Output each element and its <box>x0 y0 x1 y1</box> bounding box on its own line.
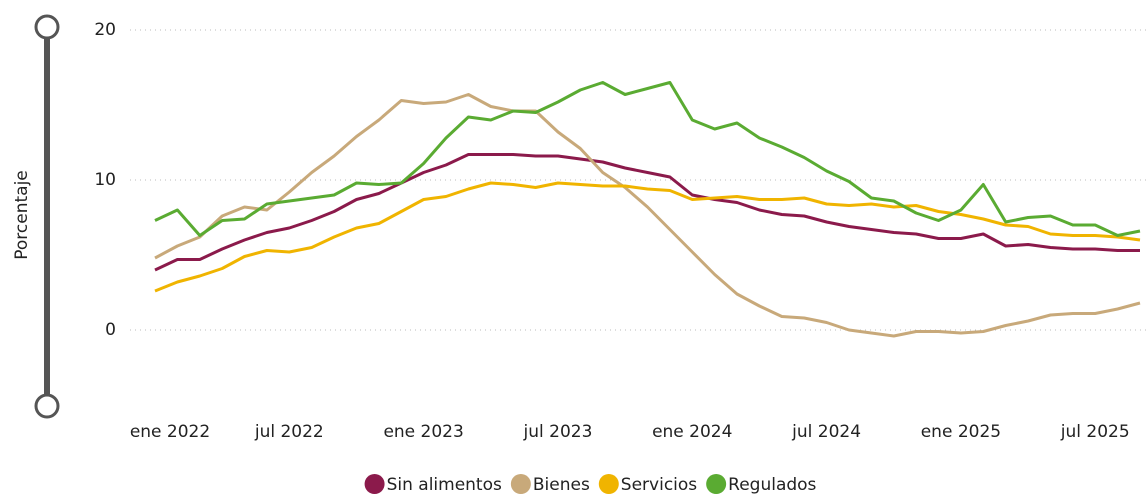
y-tick-label: 0 <box>105 320 116 340</box>
legend-label: Bienes <box>533 475 590 495</box>
series-line <box>154 93 1141 338</box>
x-tick-label: ene 2025 <box>921 422 1001 442</box>
legend-item: Regulados <box>706 474 817 495</box>
legend-item: Sin alimentos <box>364 474 502 495</box>
legend-label: Regulados <box>728 475 816 495</box>
x-tick-label: ene 2022 <box>130 422 210 442</box>
series-line <box>154 181 1141 293</box>
series-line <box>154 153 1140 272</box>
x-tick-label: jul 2023 <box>523 422 593 442</box>
series-line <box>154 81 1141 237</box>
legend-item: Bienes <box>510 474 590 495</box>
legend-swatch <box>706 474 727 494</box>
legend-swatch <box>598 474 619 494</box>
y-tick-label: 10 <box>94 170 116 190</box>
y-axis-label: Porcentaje <box>12 170 32 260</box>
x-tick-label: jul 2024 <box>791 422 861 442</box>
y-tick-label: 20 <box>94 20 116 40</box>
x-tick-label: ene 2023 <box>383 422 463 442</box>
legend-item: Servicios <box>598 474 697 495</box>
slider-handle[interactable] <box>34 393 60 419</box>
legend-label: Sin alimentos <box>387 475 502 495</box>
legend-swatch <box>510 474 531 494</box>
legend-swatch <box>364 474 385 494</box>
legend: Sin alimentos Bienes Servicios Regulados <box>364 474 817 495</box>
x-tick-label: ene 2024 <box>652 422 732 442</box>
y-slider <box>34 14 60 419</box>
legend-label: Servicios <box>621 475 697 495</box>
x-tick-label: jul 2025 <box>1060 422 1130 442</box>
slider-handle[interactable] <box>34 14 60 40</box>
x-tick-label: jul 2022 <box>254 422 324 442</box>
